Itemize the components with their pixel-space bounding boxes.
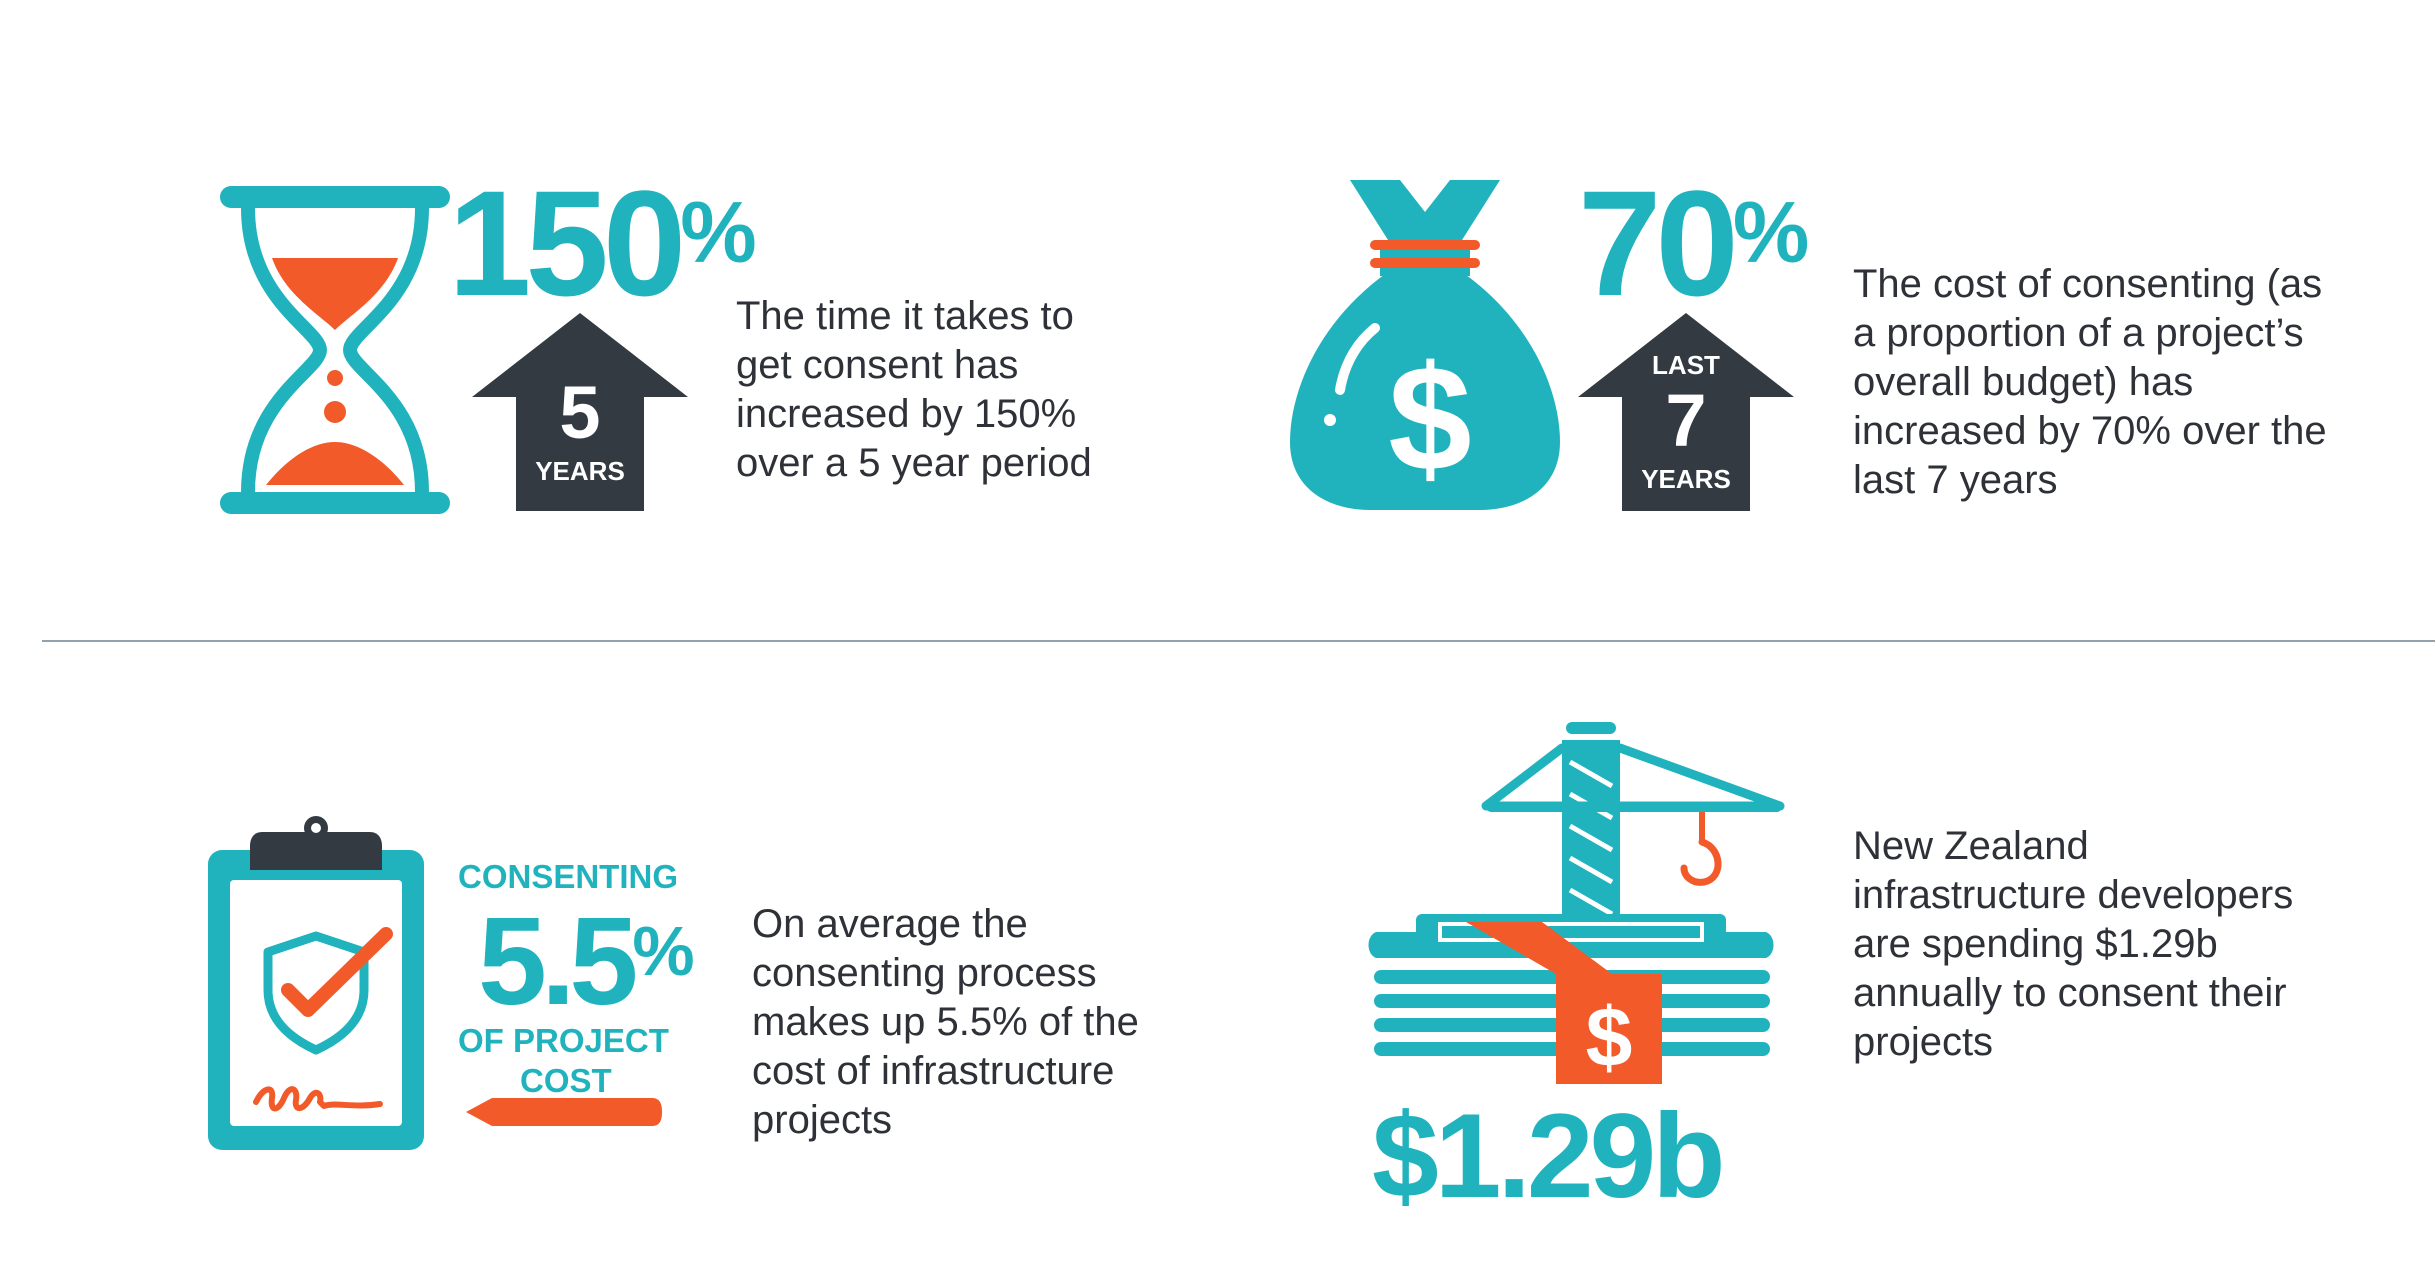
stat1-line-4: over a 5 year period [736,441,1092,485]
stat3-line-5: projects [752,1098,893,1142]
stat2-line-3: overall budget) has [1853,360,2194,404]
stat3-percent: % [632,912,695,990]
stat1-line-3: increased by 150% [736,392,1077,436]
stat1-arrow-caption: YEARS [535,456,625,486]
stat3-number: 5.5% [478,900,695,1024]
bag-dollar-sign: $ [1388,334,1471,502]
stat2-up-arrow [1578,313,1794,511]
stat2-number: 70% [1578,168,1809,318]
stat2-percent: % [1732,185,1810,281]
stat3-bottom-label-1: OF PROJECT [458,1022,669,1059]
stat1-up-arrow [472,313,688,511]
stat4-line-2: infrastructure developers [1853,873,2294,917]
stat2-number-value: 70 [1578,159,1739,327]
stat1-line-2: get consent has [736,343,1019,387]
stat3-line-2: consenting process [752,951,1097,995]
stat3-line-3: makes up 5.5% of the [752,1000,1139,1044]
stat4-line-3: are spending $1.29b [1853,922,2218,966]
stat2-line-2: a proportion of a project’s [1853,311,2304,355]
stat2-line-5: last 7 years [1853,458,2058,502]
stat4-line-4: annually to consent their [1853,971,2287,1015]
stat1-line-1: The time it takes to [736,294,1074,338]
stat3-description: On average the consenting process makes … [752,900,1192,1145]
hourglass-icon [220,180,450,520]
stat2-arrow-caption: YEARS [1641,464,1731,494]
stat1-arrow-number: 5 [559,371,601,454]
stat1-number: 150% [448,168,757,318]
clipboard-shield-icon [204,812,664,1156]
stat2-arrow-number: 7 [1665,379,1707,462]
stat3-bottom-label-2: COST [520,1062,612,1099]
stat1-description: The time it takes to get consent has inc… [736,292,1156,488]
tag-dollar-sign: $ [1586,990,1633,1084]
stat4-line-5: projects [1853,1020,1994,1064]
stat3-top-label: CONSENTING [458,858,679,895]
stat3-number-value: 5.5 [478,893,638,1031]
stat2-arrow-top: LAST [1652,350,1720,380]
section-divider [42,640,2435,642]
stat2-description: The cost of consenting (as a proportion … [1853,260,2413,505]
stat4-line-1: New Zealand [1853,824,2089,868]
crane-money-icon: $ [1366,722,1786,1094]
stat2-line-4: increased by 70% over the [1853,409,2327,453]
money-bag-icon: $ [1290,180,1560,512]
stat1-number-value: 150 [448,159,686,327]
stat3-line-1: On average the [752,902,1028,946]
stat4-number: $1.29b [1372,1089,1726,1223]
stat3-line-4: cost of infrastructure [752,1049,1115,1093]
stat1-percent: % [680,185,757,281]
stat2-line-1: The cost of consenting (as [1853,262,2323,306]
stat4-description: New Zealand infrastructure developers ar… [1853,822,2413,1067]
